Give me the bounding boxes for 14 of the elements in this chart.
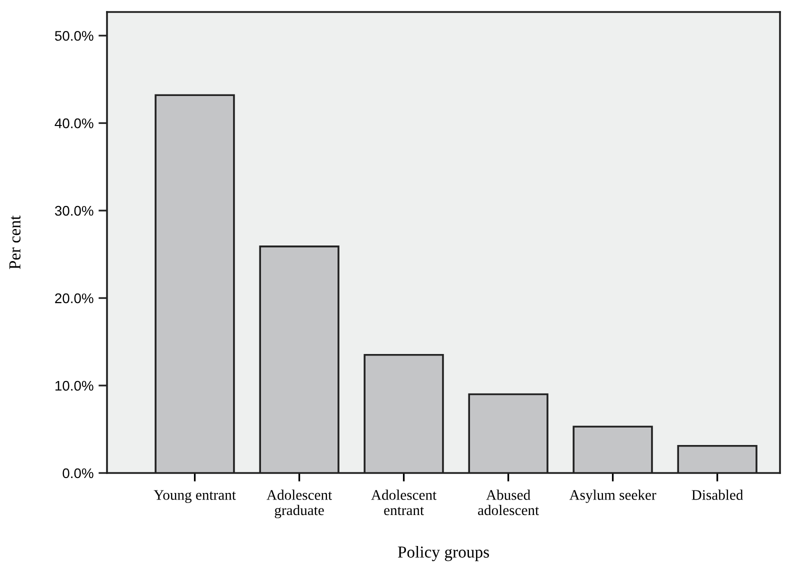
y-tick-label: 20.0%: [55, 293, 94, 304]
y-tick-label: 10.0%: [55, 380, 94, 391]
y-tick-label: 50.0%: [54, 30, 94, 41]
x-tick-label: Disabled: [692, 490, 744, 500]
y-tick-label: 30.0%: [54, 206, 94, 216]
x-tick-label: Asylum seeker: [569, 490, 656, 503]
x-axis-title: Policy groups: [398, 546, 489, 562]
x-tick-label: Abused adolescent: [478, 490, 539, 516]
x-tick-label: Adolescent entrant: [371, 490, 437, 516]
y-tick-label: 40.0%: [54, 118, 94, 128]
y-tick-label: 0.0%: [62, 468, 94, 478]
y-axis-title: Per cent: [9, 216, 20, 270]
x-tick-label: Adolescent graduate: [266, 490, 332, 518]
x-tick-label: Young entrant: [154, 490, 236, 503]
